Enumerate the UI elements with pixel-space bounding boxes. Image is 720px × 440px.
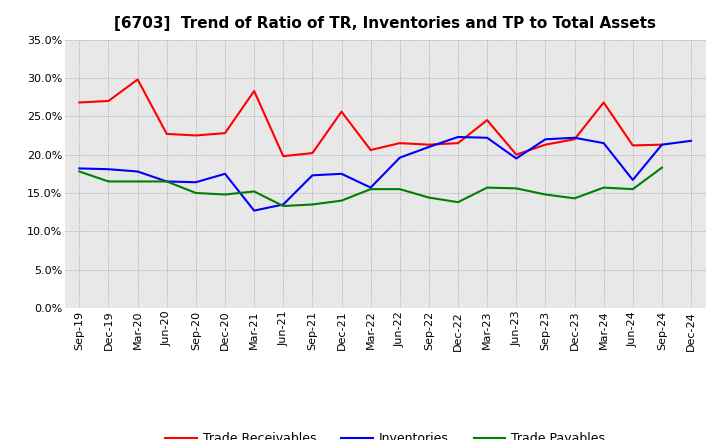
Inventories <box>133 169 142 174</box>
Line: Inventories: Inventories <box>79 137 691 211</box>
Inventories <box>250 208 258 213</box>
Inventories <box>75 166 84 171</box>
Trade Receivables <box>425 142 433 147</box>
Trade Payables <box>425 195 433 200</box>
Trade Payables <box>104 179 113 184</box>
Inventories <box>454 134 462 139</box>
Trade Receivables <box>570 137 579 142</box>
Line: Trade Payables: Trade Payables <box>79 168 662 206</box>
Trade Receivables <box>541 142 550 147</box>
Trade Payables <box>279 203 287 209</box>
Trade Receivables <box>483 117 492 123</box>
Trade Receivables <box>599 100 608 105</box>
Trade Payables <box>483 185 492 190</box>
Title: [6703]  Trend of Ratio of TR, Inventories and TP to Total Assets: [6703] Trend of Ratio of TR, Inventories… <box>114 16 656 32</box>
Trade Receivables <box>279 154 287 159</box>
Inventories <box>220 171 229 176</box>
Trade Receivables <box>75 100 84 105</box>
Inventories <box>541 137 550 142</box>
Trade Receivables <box>308 150 317 156</box>
Trade Receivables <box>220 131 229 136</box>
Trade Receivables <box>366 147 375 153</box>
Trade Receivables <box>629 143 637 148</box>
Inventories <box>163 179 171 184</box>
Inventories <box>687 138 696 143</box>
Trade Payables <box>250 189 258 194</box>
Trade Payables <box>133 179 142 184</box>
Trade Payables <box>337 198 346 203</box>
Inventories <box>366 185 375 190</box>
Trade Receivables <box>133 77 142 82</box>
Trade Receivables <box>512 152 521 157</box>
Inventories <box>337 171 346 176</box>
Trade Receivables <box>395 140 404 146</box>
Inventories <box>483 135 492 140</box>
Inventories <box>629 177 637 183</box>
Trade Receivables <box>104 98 113 103</box>
Trade Receivables <box>454 140 462 146</box>
Trade Payables <box>308 202 317 207</box>
Trade Payables <box>163 179 171 184</box>
Trade Receivables <box>337 109 346 114</box>
Trade Receivables <box>163 131 171 136</box>
Inventories <box>512 156 521 161</box>
Legend: Trade Receivables, Inventories, Trade Payables: Trade Receivables, Inventories, Trade Pa… <box>161 427 610 440</box>
Inventories <box>599 140 608 146</box>
Inventories <box>279 202 287 207</box>
Inventories <box>657 142 666 147</box>
Inventories <box>104 167 113 172</box>
Trade Payables <box>599 185 608 190</box>
Inventories <box>570 135 579 140</box>
Trade Payables <box>220 192 229 197</box>
Trade Payables <box>512 186 521 191</box>
Trade Payables <box>454 199 462 205</box>
Trade Payables <box>541 192 550 197</box>
Inventories <box>308 172 317 178</box>
Trade Payables <box>395 187 404 192</box>
Trade Receivables <box>192 133 200 138</box>
Trade Receivables <box>250 88 258 94</box>
Trade Payables <box>75 169 84 174</box>
Trade Payables <box>629 187 637 192</box>
Trade Receivables <box>657 142 666 147</box>
Trade Payables <box>570 196 579 201</box>
Line: Trade Receivables: Trade Receivables <box>79 80 662 156</box>
Inventories <box>395 155 404 160</box>
Inventories <box>425 144 433 150</box>
Inventories <box>192 180 200 185</box>
Trade Payables <box>657 165 666 170</box>
Trade Payables <box>366 187 375 192</box>
Trade Payables <box>192 191 200 196</box>
